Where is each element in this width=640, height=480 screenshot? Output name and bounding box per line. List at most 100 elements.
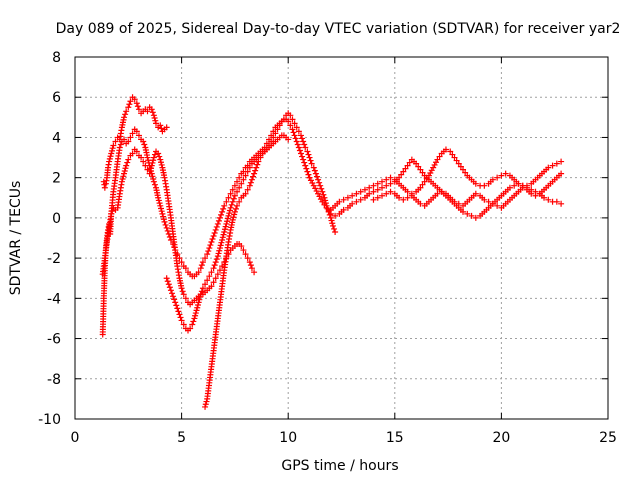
data-point	[220, 205, 227, 212]
data-point	[229, 198, 236, 205]
data-point	[353, 198, 360, 205]
data-point	[215, 217, 222, 224]
data-point	[126, 101, 133, 108]
data-point	[302, 144, 309, 151]
data-point	[306, 154, 313, 161]
data-point	[532, 192, 539, 199]
data-point	[234, 178, 241, 185]
data-point	[481, 196, 488, 203]
data-point	[208, 269, 215, 276]
data-point	[387, 188, 394, 195]
data-point	[219, 234, 226, 241]
data-point	[158, 208, 165, 215]
data-point	[236, 174, 243, 181]
data-point	[203, 398, 210, 405]
data-point	[304, 168, 311, 175]
data-point	[155, 197, 162, 204]
series-track-e	[202, 116, 313, 410]
data-point	[226, 210, 233, 217]
data-point	[117, 141, 124, 148]
data-point	[218, 239, 225, 246]
data-point	[250, 173, 257, 180]
data-point	[293, 124, 300, 131]
data-point	[244, 186, 251, 193]
series-track-d	[163, 132, 292, 334]
data-point	[231, 208, 238, 215]
y-tick-label: -4	[47, 291, 61, 307]
data-point	[481, 182, 488, 189]
data-point	[303, 165, 310, 172]
data-point	[291, 132, 298, 139]
x-tick-label: 10	[279, 430, 297, 446]
data-point	[494, 202, 501, 209]
data-point	[297, 132, 304, 139]
data-point	[541, 194, 548, 201]
data-point	[460, 208, 467, 215]
data-point	[472, 214, 479, 221]
data-point	[178, 317, 185, 324]
data-point	[366, 190, 373, 197]
data-point	[274, 126, 281, 133]
data-point	[219, 208, 226, 215]
data-point	[159, 210, 166, 217]
data-point	[253, 164, 260, 171]
data-point	[307, 157, 314, 164]
data-point	[558, 170, 565, 177]
data-point	[553, 160, 560, 167]
data-point	[194, 302, 201, 309]
data-point	[320, 191, 327, 198]
data-point	[331, 225, 338, 232]
data-point	[214, 271, 221, 278]
data-point	[268, 138, 275, 145]
tick-labels: 0 5 10 15 20 25 -10 -8 -6 -4 -2 0 2 4 6 8	[38, 50, 617, 446]
data-point	[519, 184, 526, 191]
data-point	[383, 190, 390, 197]
data-point	[155, 150, 162, 157]
data-point	[545, 164, 552, 171]
data-point	[221, 226, 228, 233]
data-point	[195, 269, 202, 276]
data-point	[216, 247, 223, 254]
data-point	[240, 247, 247, 254]
data-point	[244, 255, 251, 262]
data-point	[127, 98, 134, 105]
data-point	[319, 198, 326, 205]
data-point	[379, 184, 386, 191]
data-point	[301, 159, 308, 166]
data-point	[198, 262, 205, 269]
data-point	[156, 153, 163, 160]
data-point	[149, 109, 156, 116]
data-point	[171, 296, 178, 303]
series-track-c	[99, 146, 258, 308]
data-point	[220, 231, 227, 238]
data-point	[246, 259, 253, 266]
data-point	[210, 265, 217, 272]
data-point	[438, 188, 445, 195]
data-point	[149, 173, 156, 180]
data-point	[400, 168, 407, 175]
data-point	[193, 307, 200, 314]
data-point	[182, 265, 189, 272]
data-point	[223, 198, 230, 205]
data-point	[451, 154, 458, 161]
data-point	[162, 221, 169, 228]
data-point	[118, 178, 125, 185]
data-point	[230, 214, 237, 221]
data-point	[312, 170, 319, 177]
data-point	[202, 281, 209, 288]
data-point	[419, 169, 426, 176]
data-point	[129, 130, 136, 137]
data-point	[238, 180, 245, 187]
data-point	[291, 120, 298, 127]
data-point	[214, 253, 221, 260]
data-point	[301, 141, 308, 148]
data-point	[191, 315, 198, 322]
data-point	[311, 167, 318, 174]
data-point	[202, 401, 209, 408]
data-point	[558, 200, 565, 207]
data-point	[214, 220, 221, 227]
data-point	[305, 151, 312, 158]
data-point	[332, 212, 339, 219]
data-point	[133, 128, 140, 135]
